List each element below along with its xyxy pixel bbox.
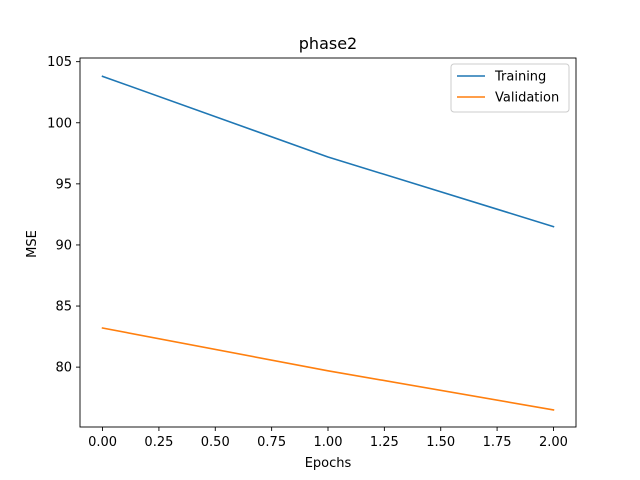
x-tick-label: 1.50	[426, 435, 455, 450]
x-tick-label: 2.00	[539, 435, 568, 450]
series-line-validation	[101, 327, 555, 411]
y-tick-label: 95	[55, 177, 72, 192]
y-tick-label: 90	[55, 238, 72, 253]
y-tick-label: 105	[47, 55, 72, 70]
axes-layer: 0.00 0.25 0.50 0.75 1.00 1.25 1.50 1.75 2.00 80 85…	[47, 55, 577, 450]
y-tick-label: 100	[47, 116, 72, 131]
x-tick-label: 0.50	[201, 435, 230, 450]
legend: Training Validation	[450, 63, 570, 113]
legend-label-training: Training	[494, 70, 546, 85]
x-tick-label: 0.25	[144, 435, 173, 450]
legend-label-validation: Validation	[495, 91, 559, 106]
x-tick-label: 1.75	[483, 435, 512, 450]
series-layer	[101, 75, 555, 411]
x-tick-label: 1.00	[314, 435, 343, 450]
x-tick-label: 0.75	[257, 435, 286, 450]
chart-title: phase2	[299, 34, 357, 53]
x-tick-label: 0.00	[88, 435, 117, 450]
series-line-training	[101, 75, 555, 228]
x-axis-label: Epochs	[305, 456, 352, 471]
y-tick-label: 85	[55, 300, 72, 315]
y-tick-label: 80	[55, 361, 72, 376]
x-tick-label: 1.25	[370, 435, 399, 450]
y-axis-label: MSE	[25, 230, 40, 258]
